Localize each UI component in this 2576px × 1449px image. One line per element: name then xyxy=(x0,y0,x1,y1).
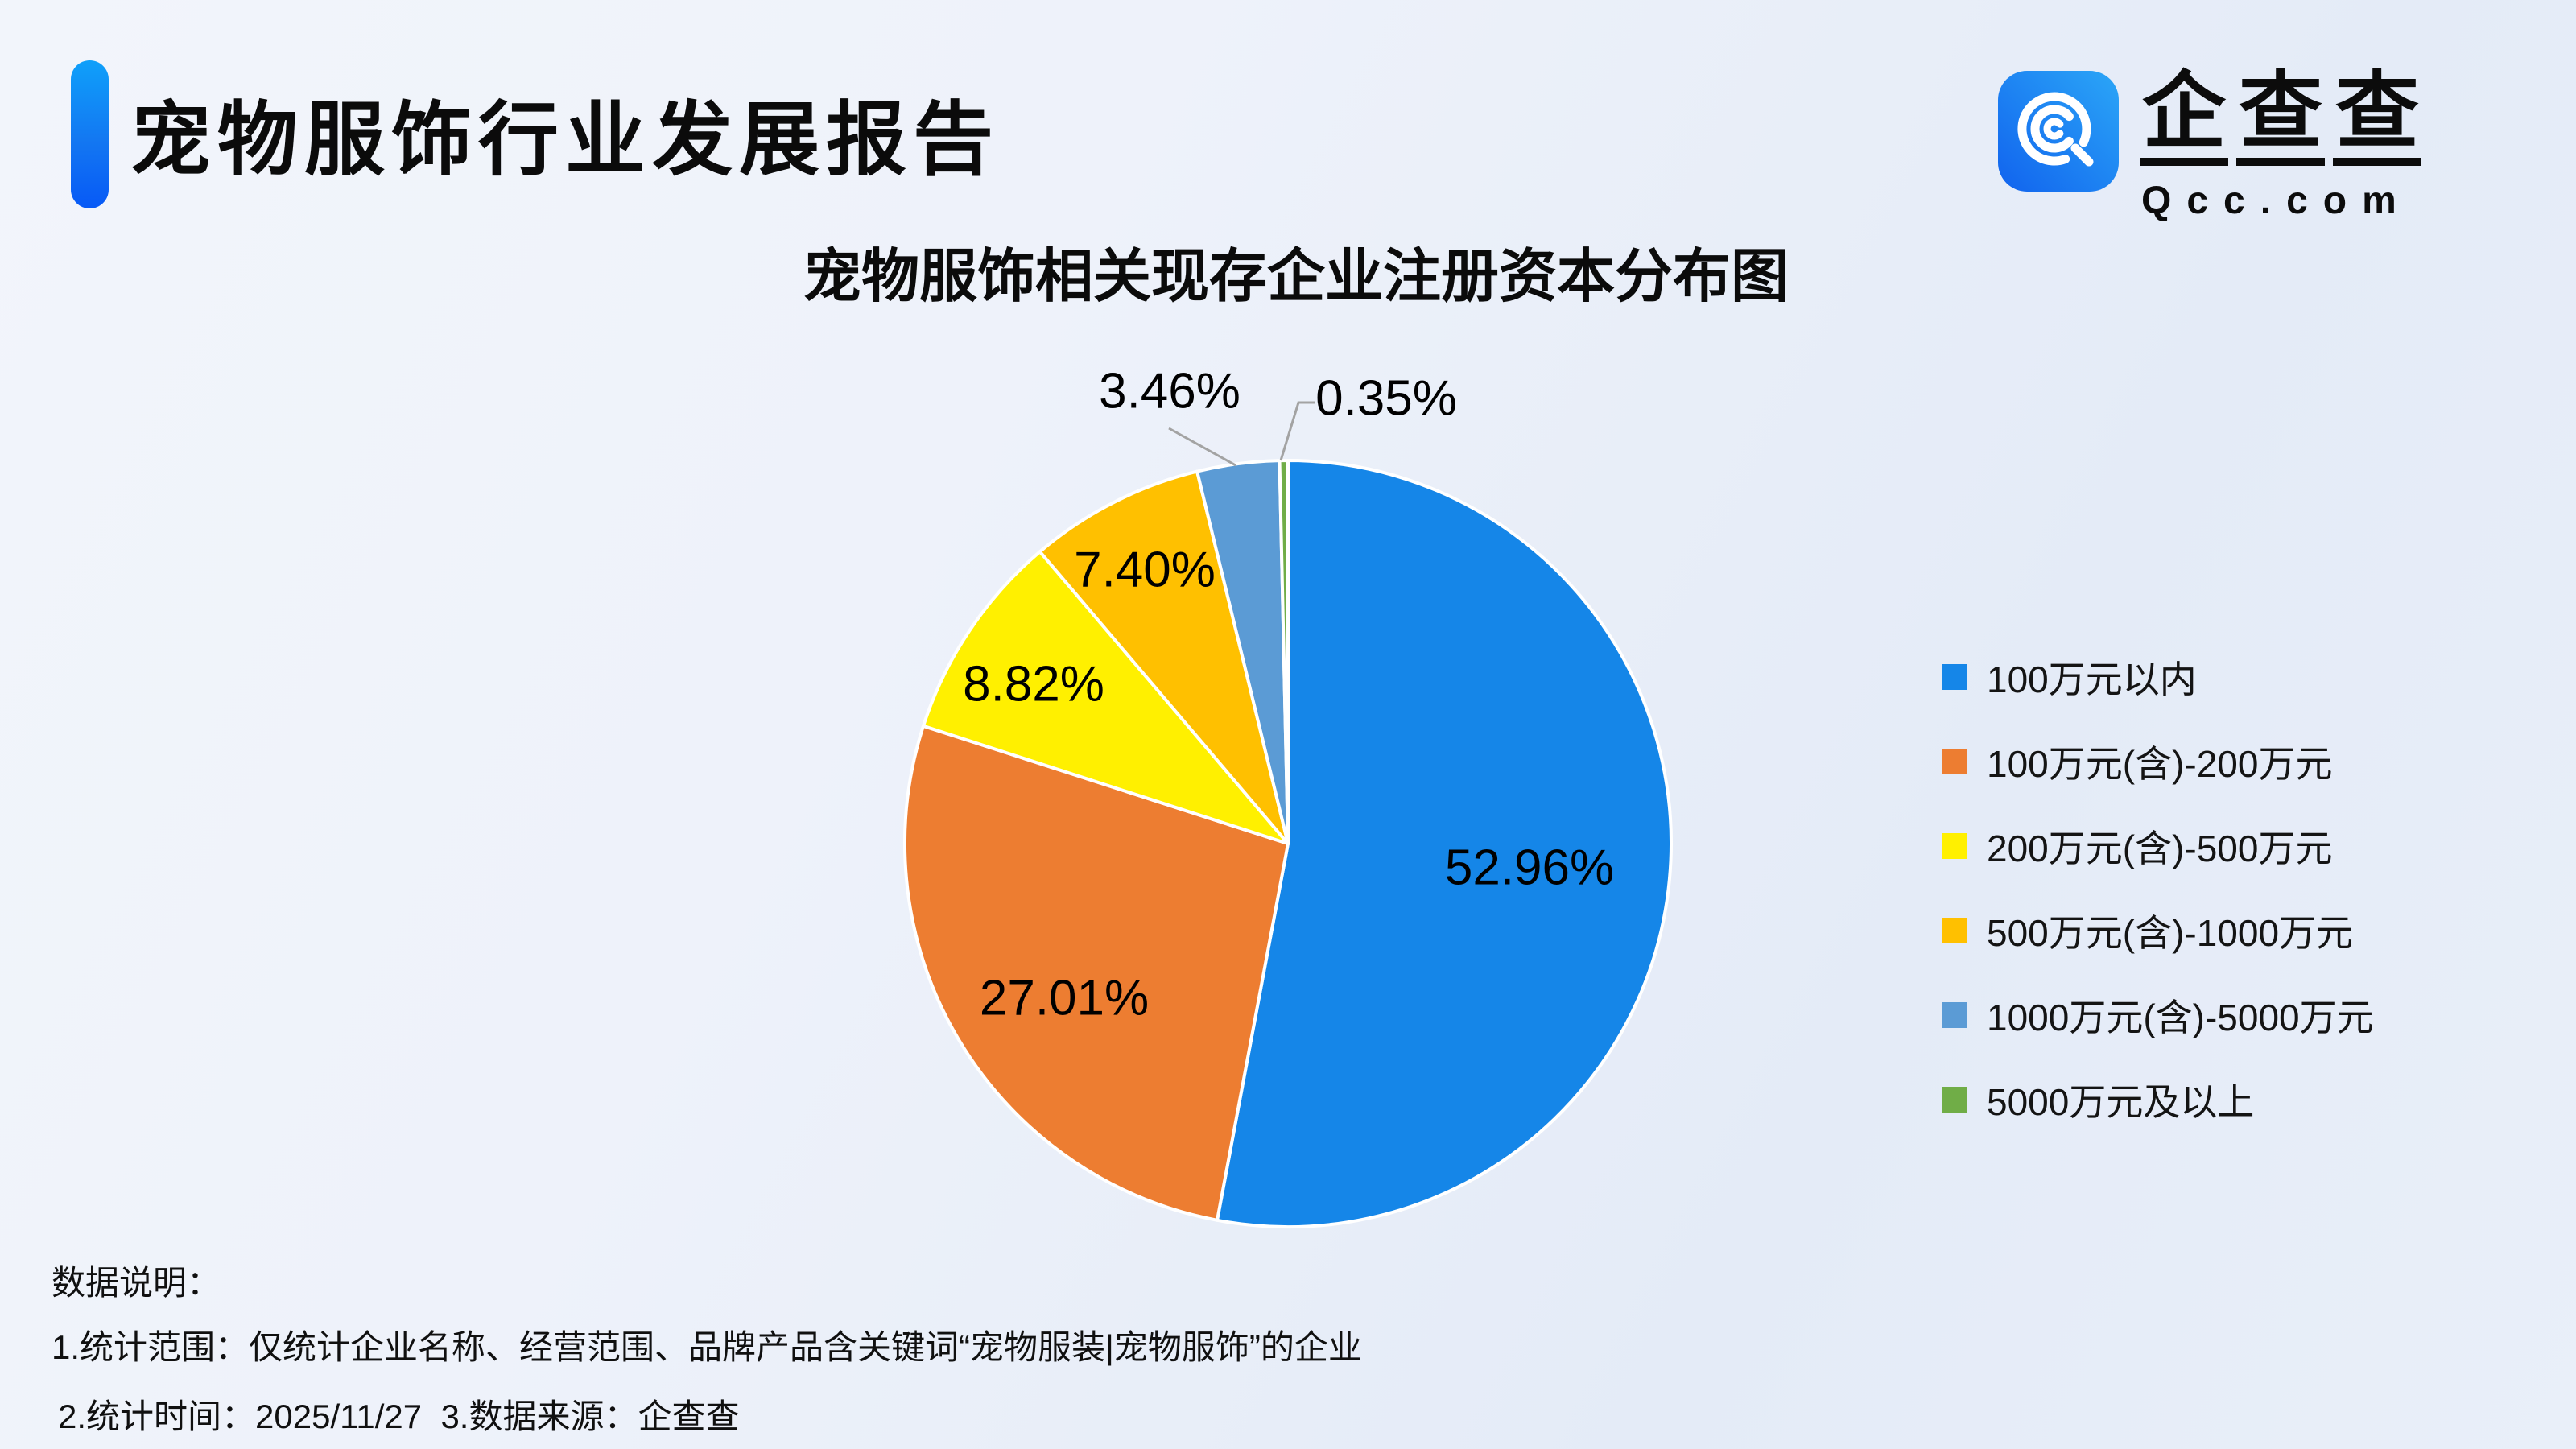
note-line-1: 1.统计范围：仅统计企业名称、经营范围、品牌产品含关键词“宠物服装|宠物服饰”的… xyxy=(52,1328,1362,1366)
legend-item: 1000万元(含)-5000万元 xyxy=(1942,997,2374,1038)
pie-slice-1 xyxy=(903,724,1290,1222)
legend-item: 500万元(含)-1000万元 xyxy=(1942,912,2374,954)
legend-label: 1000万元(含)-5000万元 xyxy=(1987,997,2374,1038)
legend-label: 200万元(含)-500万元 xyxy=(1987,828,2333,869)
legend-label: 5000万元及以上 xyxy=(1987,1081,2255,1123)
legend-item: 200万元(含)-500万元 xyxy=(1942,828,2374,869)
logo-q-swirl xyxy=(2017,92,2094,167)
legend-swatch-amber xyxy=(1942,918,1967,943)
pie-slice-3 xyxy=(1038,469,1290,845)
legend-swatch-blue xyxy=(1942,664,1967,690)
legend-item: 100万元(含)-200万元 xyxy=(1942,743,2374,785)
legend-swatch-green xyxy=(1942,1087,1967,1113)
leader-line-3.46 xyxy=(1168,427,1236,467)
brand-char: 查 xyxy=(2333,69,2422,167)
brand-char: 企 xyxy=(2140,69,2229,167)
pie-label-52.96: 52.96% xyxy=(1444,840,1615,896)
pie-slice-0 xyxy=(1216,459,1673,1228)
leader-line-0.35 xyxy=(1279,401,1315,461)
legend-label: 100万元以内 xyxy=(1987,658,2197,700)
brand-char: 查 xyxy=(2236,69,2326,167)
legend-swatch-orange xyxy=(1942,749,1967,774)
legend-label: 500万元(含)-1000万元 xyxy=(1987,912,2354,954)
qcc-domain-text: Qcc.com xyxy=(2141,180,2412,222)
legend-item: 5000万元及以上 xyxy=(1942,1081,2374,1123)
legend-swatch-yellow xyxy=(1942,833,1967,859)
pie-slice-5 xyxy=(1278,458,1290,845)
pie-label-0.35: 0.35% xyxy=(1315,370,1457,427)
pie-label-27.01: 27.01% xyxy=(979,970,1150,1026)
pie-label-3.46: 3.46% xyxy=(1099,363,1241,419)
notes-heading: 数据说明： xyxy=(52,1264,221,1302)
legend-item: 100万元以内 xyxy=(1942,658,2374,700)
legend-swatch-steelblue xyxy=(1942,1002,1967,1028)
pie-label-7.40: 7.40% xyxy=(1074,542,1216,598)
pie-label-8.82: 8.82% xyxy=(963,656,1104,712)
note-line-2: 2.统计时间：2025/11/27 3.数据来源：企查查 xyxy=(58,1397,740,1435)
qcc-brand-text: 企 查 查 xyxy=(2140,69,2429,167)
title-accent-bar xyxy=(71,60,109,208)
chart-legend: 100万元以内 100万元(含)-200万元 200万元(含)-500万元 50… xyxy=(1942,658,2374,1166)
pie-slices xyxy=(903,458,1673,1228)
qcc-logo-icon xyxy=(1998,71,2119,192)
pie-slice-2 xyxy=(922,550,1290,845)
legend-label: 100万元(含)-200万元 xyxy=(1987,743,2333,785)
chart-title: 宠物服饰相关现存企业注册资本分布图 xyxy=(803,245,1789,309)
report-title: 宠物服饰行业发展报告 xyxy=(130,95,1000,185)
